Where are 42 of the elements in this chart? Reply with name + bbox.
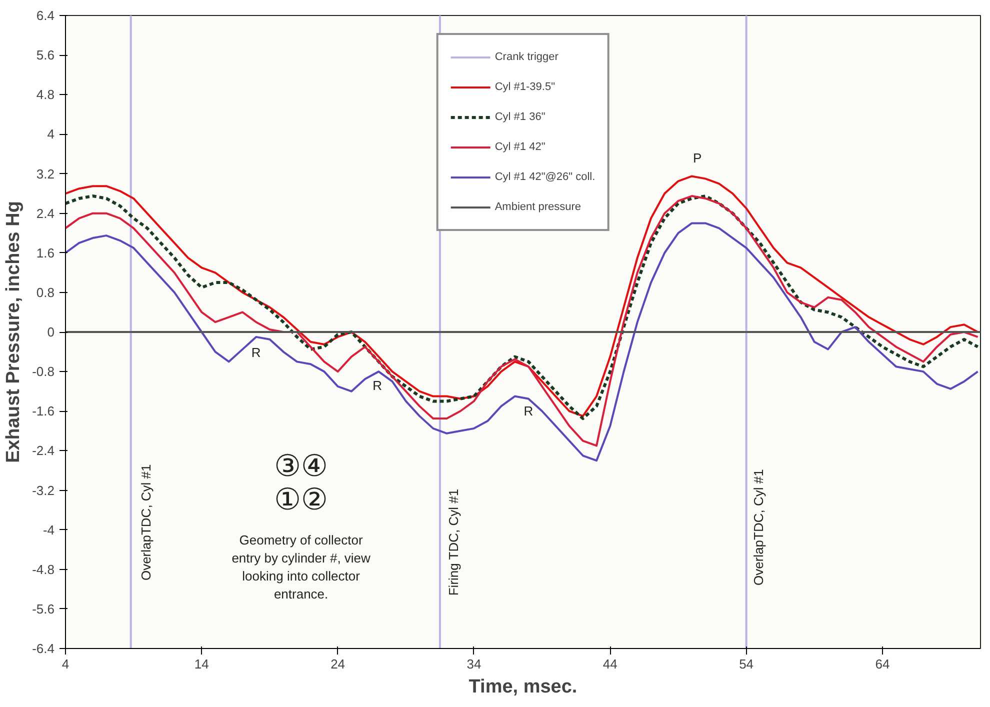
y-tick-label: 4.8 <box>36 87 55 102</box>
y-tick-label: -4 <box>42 522 55 538</box>
x-tick-label: 64 <box>875 656 890 672</box>
y-tick-label: -2.4 <box>32 443 55 458</box>
y-tick-label: 0 <box>47 324 55 340</box>
y-tick-label: 3.2 <box>36 166 55 182</box>
x-tick-label: 24 <box>330 656 346 672</box>
y-tick-label: -6.4 <box>32 641 55 656</box>
x-tick-label: 54 <box>739 656 754 672</box>
annotation: R <box>524 404 534 419</box>
x-tick-label: 4 <box>62 656 70 672</box>
legend-label: Ambient pressure <box>494 201 582 213</box>
y-axis-title: Exhaust Pressure, inches Hg <box>3 201 24 463</box>
annotation: OverlapTDC, Cyl #1 <box>751 469 766 586</box>
annotation: Geometry of collector entry by cylinder #, view looking into collector entrance. <box>232 532 372 602</box>
x-tick-label: 34 <box>466 656 482 672</box>
y-tick-label: -4.8 <box>32 562 55 577</box>
x-tick-label: 14 <box>194 656 209 672</box>
annotation: R <box>251 344 261 360</box>
legend-label: Cyl #1 36" <box>494 111 546 123</box>
x-axis-title: Time, msec. <box>468 676 578 698</box>
legend-label: Crank trigger <box>494 51 558 63</box>
x-tick-label: 44 <box>602 656 618 672</box>
y-tick-label: -5.6 <box>32 601 55 616</box>
legend-label: Cyl #1 42" <box>494 141 546 153</box>
annotation: R <box>372 378 382 393</box>
y-tick-label: -3.2 <box>32 482 55 498</box>
annotation: OverlapTDC, Cyl #1 <box>138 464 154 581</box>
y-tick-label: -0.8 <box>32 364 55 380</box>
y-tick-label: 5.6 <box>36 48 55 63</box>
legend-label: Cyl #1 42"@26" coll. <box>494 171 596 183</box>
annotation: Firing TDC, Cyl #1 <box>446 488 462 596</box>
y-tick-label: 0.8 <box>36 284 55 300</box>
y-tick-label: 2.4 <box>36 206 55 221</box>
y-tick-label: 4 <box>47 126 55 142</box>
y-tick-label: 1.6 <box>36 245 55 260</box>
annotation: ③④ <box>274 449 328 484</box>
annotation: P <box>692 150 702 166</box>
legend-label: Cyl #1-39.5" <box>494 81 555 93</box>
y-tick-label: -1.6 <box>32 404 55 419</box>
annotation: ①② <box>274 482 328 518</box>
y-tick-label: 6.4 <box>36 8 55 23</box>
